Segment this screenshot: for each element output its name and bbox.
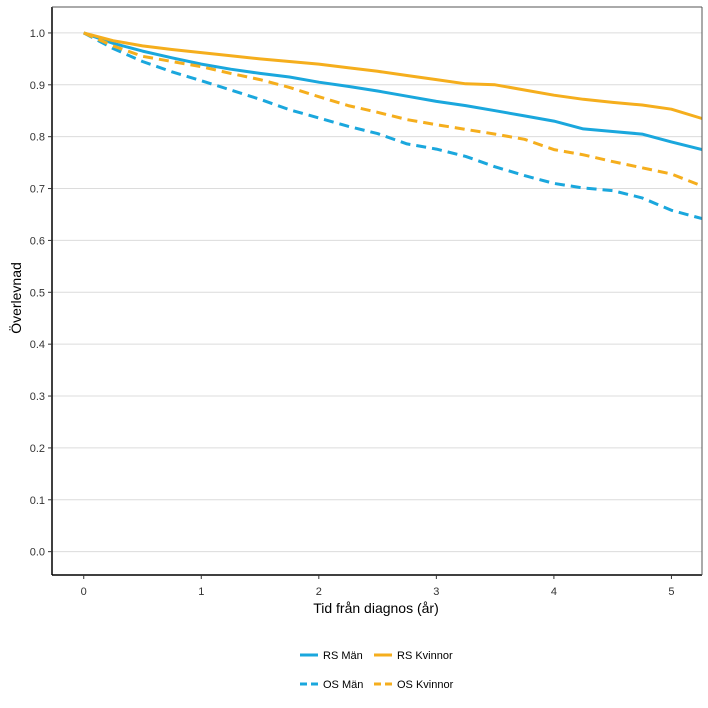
legend-item-os-kvinnor: OS Kvinnor	[374, 679, 454, 691]
legend-label-rs-kvinnor: RS Kvinnor	[397, 650, 453, 662]
axes	[51, 6, 703, 576]
tick-labels: 0.0 0.1 0.2 0.3 0.4 0.5 0.6 0.7 0.8 0.9 1.0 0 1 2 3 4 5	[30, 28, 675, 598]
legend-label-rs-man: RS Män	[323, 650, 363, 662]
series-line-0	[83, 31, 703, 152]
y-tick-label-10: 1.0	[30, 28, 45, 40]
series-line-1	[83, 31, 703, 120]
x-axis-title: Tid från diagnos (år)	[313, 600, 439, 616]
gridlines	[52, 32, 702, 553]
y-tick-label-7: 0.7	[30, 184, 45, 196]
y-tick-label-2: 0.2	[30, 443, 45, 455]
y-tick-label-9: 0.9	[30, 80, 45, 92]
legend-label-os-man: OS Män	[323, 679, 363, 691]
y-tick-label-5: 0.5	[30, 287, 45, 299]
x-tick-label-3: 3	[433, 586, 439, 598]
series-line-2	[82, 31, 703, 221]
y-tick-label-8: 0.8	[30, 132, 45, 144]
y-tick-label-6: 0.6	[30, 235, 45, 247]
x-tick-label-4: 4	[551, 586, 557, 598]
y-axis-title: Överlevnad	[7, 262, 24, 334]
series-lines	[82, 31, 703, 221]
y-tick-label-1: 0.1	[30, 495, 45, 507]
x-tick-label-0: 0	[81, 586, 87, 598]
y-tick-label-4: 0.4	[30, 339, 45, 351]
series-line-3	[83, 31, 703, 188]
y-tick-label-3: 0.3	[30, 391, 45, 403]
legend-item-rs-kvinnor: RS Kvinnor	[374, 650, 453, 662]
legend-item-rs-man: RS Män	[300, 650, 363, 662]
legend-label-os-kvinnor: OS Kvinnor	[397, 679, 454, 691]
x-tick-label-2: 2	[316, 586, 322, 598]
legend-item-os-man: OS Män	[300, 679, 363, 691]
x-tick-label-1: 1	[198, 586, 204, 598]
x-tick-label-5: 5	[668, 586, 674, 598]
y-tick-label-0: 0.0	[30, 547, 45, 559]
legend: RS Män RS Kvinnor OS Män OS Kvinnor	[300, 650, 454, 691]
